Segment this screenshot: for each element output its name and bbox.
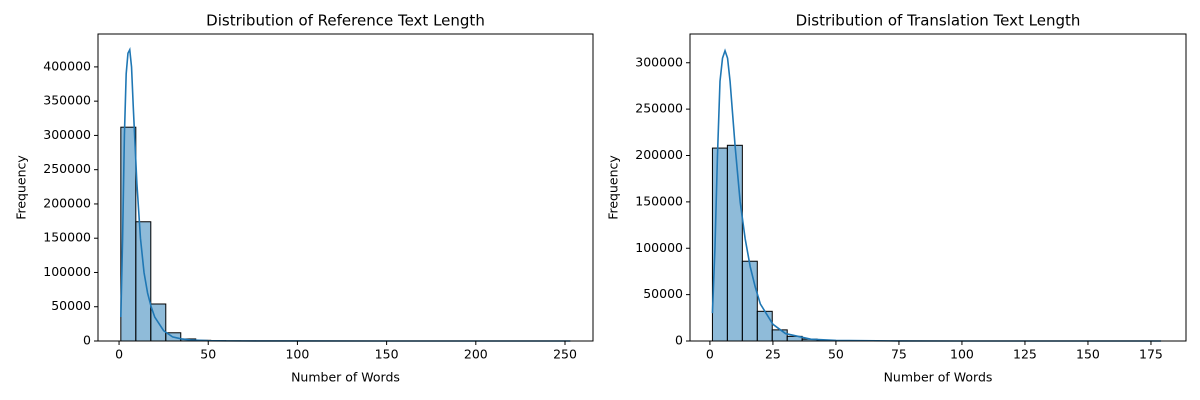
chart-title: Distribution of Translation Text Length: [796, 12, 1081, 30]
kde-line: [120, 47, 571, 342]
x-tick-label: 100: [285, 347, 309, 362]
y-tick-label: 200000: [43, 195, 91, 210]
x-axis-label: Number of Words: [884, 370, 993, 385]
histogram-bar: [135, 221, 152, 342]
x-tick-label: 100: [950, 347, 974, 362]
x-tick-label: 50: [828, 347, 844, 362]
x-tick-label: 125: [1013, 347, 1037, 362]
histogram-bar: [741, 260, 758, 342]
x-tick-label: 150: [1076, 347, 1100, 362]
x-tick-label: 25: [765, 347, 781, 362]
y-tick-label: 400000: [43, 58, 91, 73]
y-tick-label: 300000: [43, 127, 91, 142]
x-tick-label: 200: [464, 347, 488, 362]
x-axis-label: Number of Words: [291, 370, 400, 385]
y-tick-label: 200000: [635, 147, 683, 162]
x-tick-label: 175: [1139, 347, 1163, 362]
kde-line: [711, 48, 1162, 342]
y-tick-label: 150000: [635, 193, 683, 208]
y-tick-label: 50000: [51, 298, 91, 313]
x-tick-label: 50: [200, 347, 216, 362]
y-tick-label: 250000: [43, 161, 91, 176]
x-tick-label: 0: [115, 347, 123, 362]
histogram-bar: [726, 144, 743, 342]
y-tick-label: 100000: [43, 264, 91, 279]
y-tick-label: 100000: [635, 240, 683, 255]
y-tick-label: 300000: [635, 54, 683, 69]
y-tick-label: 150000: [43, 230, 91, 245]
y-tick-label: 250000: [635, 101, 683, 116]
x-tick-label: 150: [375, 347, 399, 362]
x-tick-label: 250: [553, 347, 577, 362]
y-tick-label: 0: [675, 333, 683, 348]
y-tick-label: 50000: [643, 286, 683, 301]
x-tick-label: 75: [891, 347, 907, 362]
histogram-bar: [771, 329, 788, 342]
y-axis-label: Frequency: [606, 155, 621, 220]
y-tick-label: 0: [83, 333, 91, 348]
axes-frame: [97, 33, 594, 342]
chart-title: Distribution of Reference Text Length: [206, 12, 485, 30]
axes-frame: [689, 33, 1187, 342]
histogram-bar: [756, 310, 773, 342]
x-tick-label: 0: [706, 347, 714, 362]
y-axis-label: Frequency: [14, 155, 29, 220]
y-tick-label: 350000: [43, 93, 91, 108]
